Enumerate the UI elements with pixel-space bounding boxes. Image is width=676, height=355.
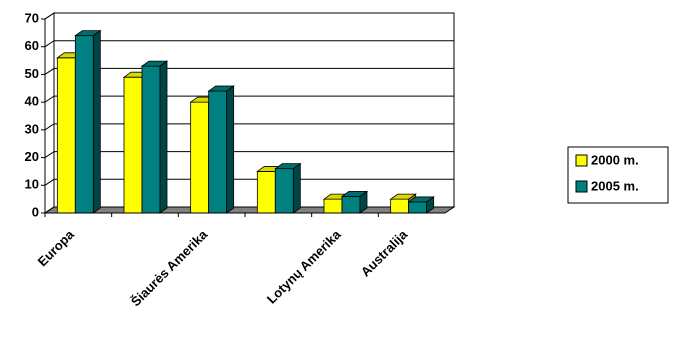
y-tick-label: 20 — [25, 149, 39, 164]
back-wall — [53, 12, 455, 208]
x-tick-label: Lotynų Amerika — [264, 226, 344, 306]
bar-side — [92, 29, 101, 214]
bar-side — [226, 85, 235, 214]
bar-front — [274, 168, 294, 214]
y-tick-label: 30 — [25, 121, 39, 136]
grid-line — [44, 12, 454, 20]
y-tick-label: 10 — [25, 177, 39, 192]
bar-front — [408, 201, 428, 214]
grid-line — [44, 123, 454, 131]
bar — [140, 60, 169, 214]
bar-front — [323, 198, 343, 214]
bar-side — [426, 196, 435, 214]
x-tick-label: Šiaurės Amerika — [128, 226, 211, 309]
grid-line — [44, 40, 454, 48]
legend-swatch — [575, 154, 588, 167]
bar-front — [208, 90, 228, 214]
legend-label: 2005 m. — [591, 178, 639, 193]
y-tick-label: 40 — [25, 94, 39, 109]
y-tick-label: 60 — [25, 38, 39, 53]
legend-label: 2000 m. — [591, 152, 639, 167]
bar-front — [256, 171, 276, 214]
bar-front — [390, 198, 410, 214]
bar — [340, 190, 369, 214]
y-tick-label: 0 — [32, 204, 39, 219]
bar — [274, 162, 302, 214]
bar-side — [159, 60, 168, 214]
bar-front — [190, 101, 210, 214]
y-tick-label: 50 — [25, 66, 39, 81]
bar — [74, 29, 102, 214]
legend-swatch — [575, 180, 588, 193]
grid-line — [44, 67, 454, 75]
bar — [207, 85, 235, 214]
bar-front — [56, 57, 76, 214]
grid-line — [44, 178, 454, 186]
bar-front — [341, 195, 361, 214]
grid-line — [44, 151, 454, 158]
bar-front — [74, 35, 94, 214]
grid-line — [44, 206, 454, 214]
bar-front — [141, 65, 161, 214]
grid-line — [44, 95, 454, 103]
x-tick-label: Europa — [35, 226, 78, 269]
bar-side — [292, 162, 301, 214]
x-tick-label: Australija — [358, 226, 411, 279]
bar-front — [123, 76, 143, 214]
side-wall — [44, 12, 55, 214]
bar — [407, 196, 435, 214]
y-tick-label: 70 — [25, 10, 39, 25]
bar-side — [359, 190, 368, 214]
